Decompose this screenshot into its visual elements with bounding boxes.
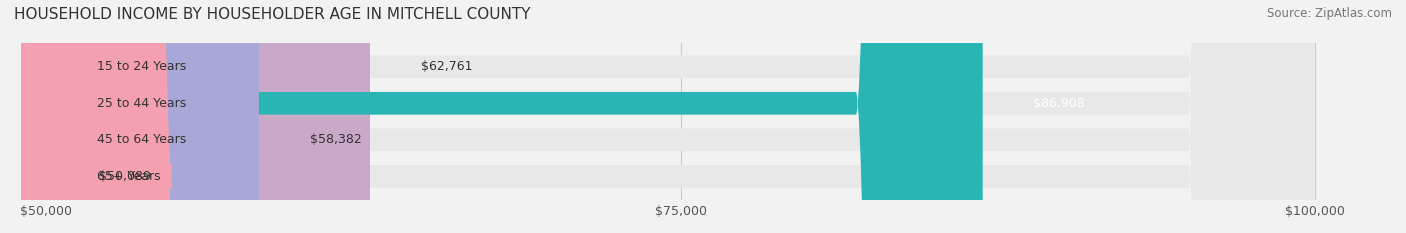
FancyBboxPatch shape: [46, 0, 1315, 233]
Text: $86,908: $86,908: [1033, 97, 1085, 110]
Text: 25 to 44 Years: 25 to 44 Years: [97, 97, 186, 110]
Text: Source: ZipAtlas.com: Source: ZipAtlas.com: [1267, 7, 1392, 20]
FancyBboxPatch shape: [46, 0, 1315, 233]
Text: $58,382: $58,382: [309, 133, 361, 146]
FancyBboxPatch shape: [46, 0, 1315, 233]
Text: HOUSEHOLD INCOME BY HOUSEHOLDER AGE IN MITCHELL COUNTY: HOUSEHOLD INCOME BY HOUSEHOLDER AGE IN M…: [14, 7, 530, 22]
Text: 15 to 24 Years: 15 to 24 Years: [97, 60, 186, 73]
FancyBboxPatch shape: [46, 0, 370, 233]
Text: $50,089: $50,089: [100, 170, 150, 183]
FancyBboxPatch shape: [46, 0, 259, 233]
Text: 45 to 64 Years: 45 to 64 Years: [97, 133, 186, 146]
FancyBboxPatch shape: [0, 0, 173, 233]
Text: $62,761: $62,761: [420, 60, 472, 73]
Text: 65+ Years: 65+ Years: [97, 170, 160, 183]
FancyBboxPatch shape: [46, 0, 1315, 233]
FancyBboxPatch shape: [46, 0, 983, 233]
